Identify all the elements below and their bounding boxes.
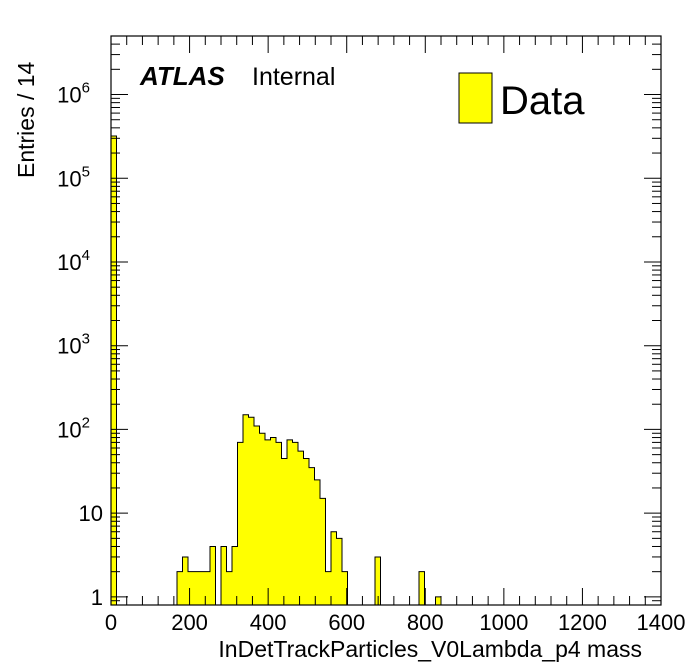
axis-ticks (110, 35, 662, 606)
histogram-bar (232, 546, 238, 605)
histogram-bar (182, 556, 188, 605)
histogram-bar (221, 546, 227, 605)
histogram-bar (331, 531, 337, 605)
histogram-outline (418, 571, 425, 605)
histogram-bar (281, 458, 287, 605)
histogram-bar (419, 571, 425, 605)
x-tick-label: 400 (250, 610, 287, 635)
histogram-bar (309, 467, 315, 605)
y-tick-label: 105 (57, 163, 90, 191)
histogram-bar (325, 571, 331, 605)
legend: Data (458, 72, 585, 124)
histogram-bar (320, 498, 326, 605)
histogram-bar (342, 571, 348, 605)
histogram-bar (177, 571, 183, 605)
legend-swatch (458, 72, 493, 124)
histogram-bar (287, 439, 293, 605)
histogram-bar (303, 458, 309, 605)
histogram-bar (265, 439, 271, 605)
legend-label-data: Data (500, 79, 585, 123)
y-axis-title: Entries / 14 (13, 61, 39, 178)
histogram-bar (237, 442, 243, 605)
y-tick-label: 106 (57, 80, 90, 108)
y-tick-labels: 1 10 102 103 104 105 106 (57, 80, 103, 610)
y-tick-label: 1 (91, 585, 103, 610)
histogram-bar (375, 556, 381, 605)
x-tick-label: 1000 (479, 610, 528, 635)
x-tick-label: 1400 (637, 610, 686, 635)
x-tick-label: 600 (328, 610, 365, 635)
histogram-bar (199, 571, 205, 605)
x-tick-labels: 0 200 400 600 800 1000 1200 1400 (105, 610, 686, 635)
histogram-bar (276, 442, 282, 605)
histogram-bar (435, 596, 441, 605)
histogram-bar (254, 425, 260, 605)
histogram-bar (193, 571, 199, 605)
x-tick-label: 1200 (558, 610, 607, 635)
y-tick-label: 10 (79, 501, 103, 526)
histogram-bins (110, 135, 442, 605)
y-tick-label: 103 (57, 331, 90, 359)
histogram-bar (226, 571, 232, 605)
x-tick-label: 0 (105, 610, 117, 635)
histogram-bar (248, 417, 254, 605)
y-tick-label: 102 (57, 414, 90, 442)
x-axis-title: InDetTrackParticles_V0Lambda_p4 mass (218, 636, 642, 662)
atlas-status: Internal (252, 63, 335, 91)
histogram-bar (188, 571, 194, 605)
x-tick-label: 800 (407, 610, 444, 635)
histogram-bar (314, 479, 320, 605)
histogram-bar (210, 546, 216, 605)
histogram-bar (204, 571, 210, 605)
histogram-outline (220, 414, 348, 605)
histogram-bar (259, 433, 265, 605)
atlas-label: ATLAS (139, 61, 225, 91)
x-tick-label: 200 (171, 610, 208, 635)
histogram-bar (336, 538, 342, 605)
histogram-bar (292, 442, 298, 605)
histogram-bar (270, 437, 276, 605)
histogram-outline (374, 556, 381, 605)
histogram-outline (176, 545, 216, 605)
y-tick-label: 104 (57, 247, 90, 275)
histogram-bar (298, 451, 304, 605)
histogram-bar (243, 414, 249, 605)
